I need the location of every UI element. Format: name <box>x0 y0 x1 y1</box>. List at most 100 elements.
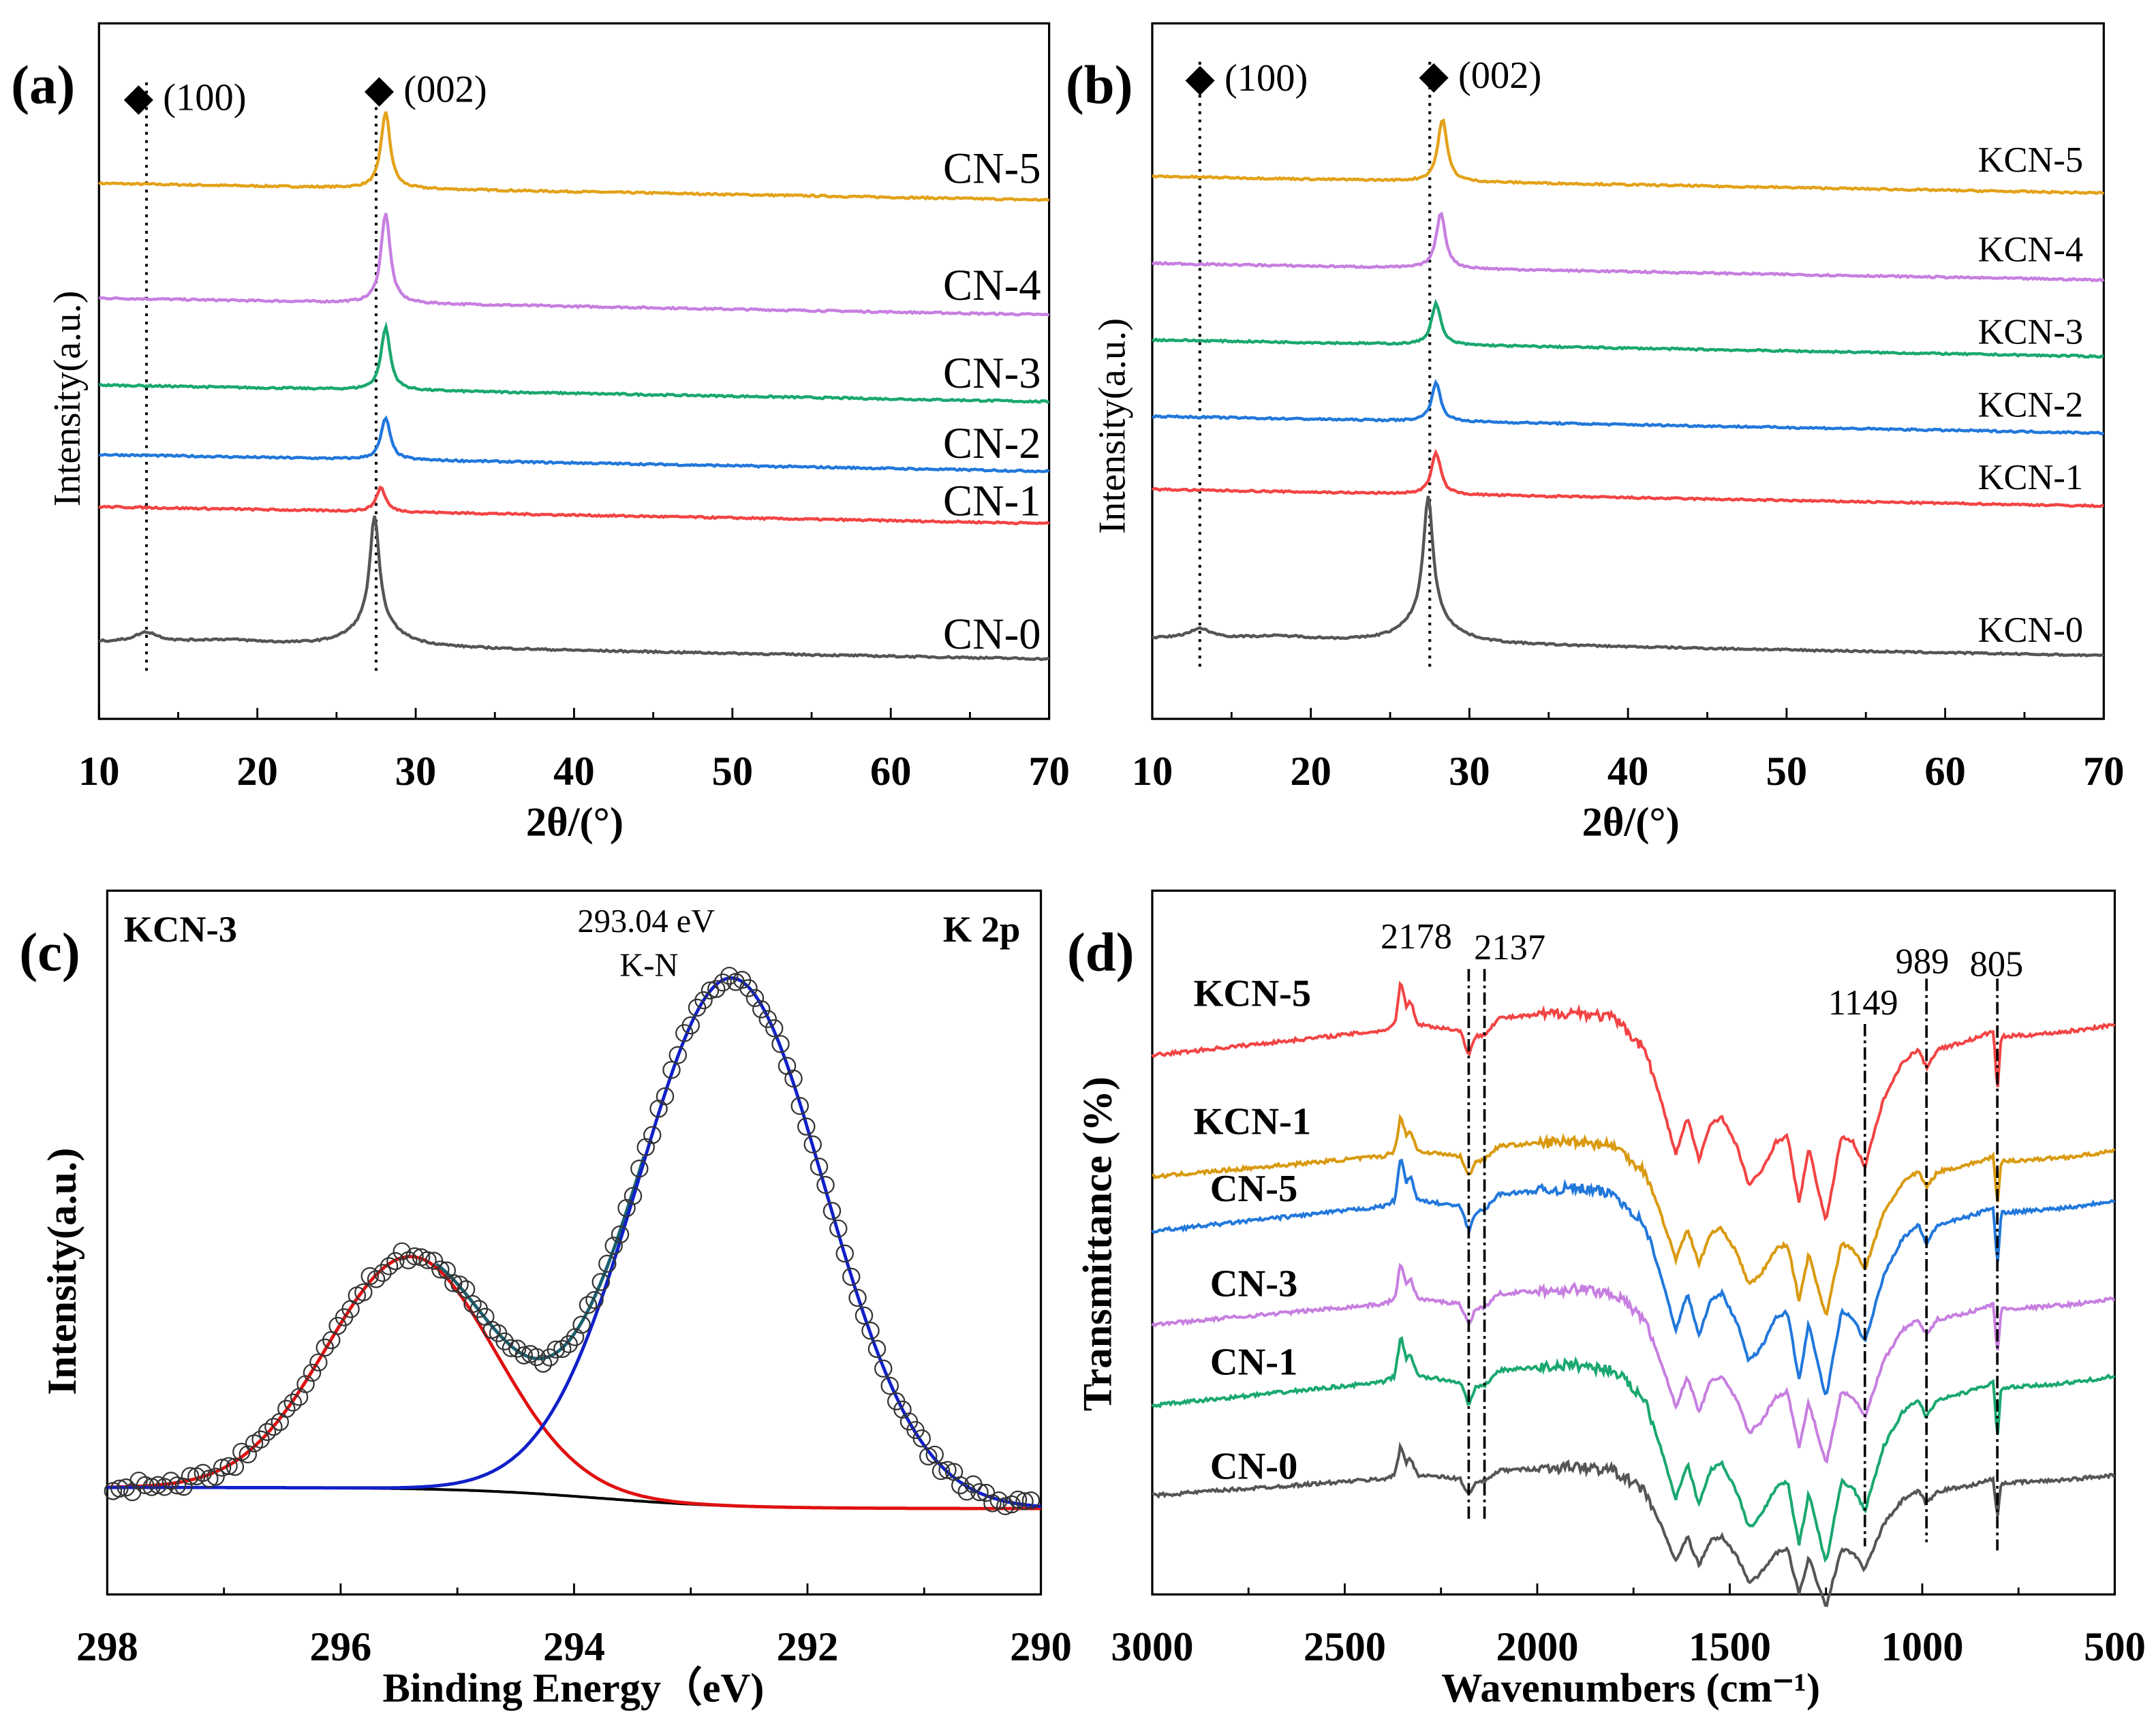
data-point <box>309 1353 328 1371</box>
panel-a-xrd: (a) ◆ (100) ◆ (002) 2θ/(°) Intensity(a.u… <box>11 22 1070 846</box>
background-line <box>107 1486 1041 1510</box>
y-axis-label-c: Intensity(a.u.) <box>40 1148 85 1395</box>
series-label: KCN-0 <box>1978 610 2083 650</box>
data-point <box>226 1457 245 1476</box>
x-tick-label: 20 <box>1290 749 1331 794</box>
data-point <box>380 1257 399 1275</box>
x-tick-label: 50 <box>1766 749 1808 794</box>
data-point <box>829 1219 848 1238</box>
x-axis-label-b: 2θ/(°) <box>1582 800 1680 846</box>
xrd-trace-kcn-4 <box>1151 211 2105 283</box>
panel-label-a: (a) <box>11 55 75 115</box>
ftir-trace-cn-0 <box>1152 1441 2116 1607</box>
data-point <box>508 1339 527 1358</box>
ftir-trace-cn-5 <box>1151 1158 2115 1396</box>
data-point <box>572 1316 591 1334</box>
data-point <box>258 1423 277 1441</box>
y-axis-label-a: Intensity(a.u.) <box>46 291 89 507</box>
data-point <box>765 1019 784 1038</box>
data-point <box>418 1251 437 1269</box>
x-tick-label: 60 <box>870 749 912 794</box>
data-point <box>694 991 713 1010</box>
data-point <box>559 1335 579 1354</box>
series-label: KCN-5 <box>1194 973 1312 1015</box>
data-point <box>1002 1495 1021 1514</box>
series-label: CN-1 <box>1210 1341 1298 1383</box>
data-point <box>450 1275 469 1294</box>
band-label: 1149 <box>1828 983 1898 1023</box>
series-label: CN-0 <box>1210 1446 1298 1488</box>
data-point <box>168 1476 187 1495</box>
data-point <box>861 1321 880 1340</box>
peak-value-annotation: 293.04 eV <box>578 903 715 940</box>
data-point <box>604 1237 623 1255</box>
data-point <box>643 1126 662 1145</box>
series-label: CN-3 <box>1210 1262 1298 1305</box>
data-point <box>283 1393 303 1412</box>
xrd-trace-cn-4 <box>99 213 1050 317</box>
data-point <box>463 1295 482 1314</box>
data-point <box>155 1478 174 1496</box>
data-point <box>989 1491 1008 1510</box>
x-tick-label: 298 <box>76 1624 138 1670</box>
data-point <box>213 1458 232 1477</box>
ftir-trace-cn-3 <box>1151 1262 2115 1464</box>
x-tick-label: 500 <box>2084 1624 2146 1670</box>
data-point <box>810 1158 829 1176</box>
data-point <box>668 1046 688 1064</box>
data-point <box>405 1247 424 1266</box>
data-point <box>296 1375 315 1393</box>
series-label: CN-4 <box>943 260 1041 309</box>
plot-frame-b <box>1151 22 2105 720</box>
fit-peak-1 <box>107 1254 1041 1510</box>
data-point <box>912 1429 931 1448</box>
x-tick-label: 70 <box>1028 749 1070 794</box>
data-point <box>662 1061 681 1079</box>
xrd-trace-kcn-0 <box>1152 495 2104 657</box>
data-point <box>854 1306 874 1325</box>
data-point <box>938 1461 957 1479</box>
plot-frame-a <box>97 22 1051 720</box>
x-tick-label: 50 <box>712 749 754 794</box>
data-point <box>392 1242 412 1260</box>
data-point <box>880 1376 899 1395</box>
data-point <box>656 1087 675 1106</box>
data-point <box>803 1135 822 1153</box>
series-label: KCN-5 <box>1978 140 2083 180</box>
x-tick-label: 2500 <box>1304 1624 1386 1670</box>
data-point <box>822 1202 842 1220</box>
x-tick-label: 290 <box>1010 1624 1072 1670</box>
xrd-trace-cn-1 <box>98 485 1050 525</box>
x-tick-label: 3000 <box>1111 1624 1193 1670</box>
data-point <box>707 980 726 998</box>
x-tick-label: 1500 <box>1689 1624 1771 1670</box>
data-point <box>842 1267 861 1286</box>
data-point <box>598 1254 617 1273</box>
data-point <box>758 1010 777 1028</box>
data-point <box>277 1399 296 1419</box>
data-point <box>752 1000 771 1019</box>
data-point <box>925 1445 944 1464</box>
data-point <box>700 981 720 999</box>
xrd-trace-cn-2 <box>98 415 1050 474</box>
x-tick-label: 70 <box>2083 749 2125 794</box>
band-label: 989 <box>1896 942 1950 981</box>
data-point <box>206 1468 225 1486</box>
data-point <box>797 1117 816 1136</box>
xrd-trace-kcn-1 <box>1151 448 2104 509</box>
y-axis-label-d: Transmittance (%) <box>1075 1076 1120 1411</box>
x-tick-label: 30 <box>395 749 437 794</box>
data-point <box>771 1035 790 1053</box>
data-point <box>1008 1490 1028 1509</box>
series-label: KCN-4 <box>1978 230 2083 269</box>
data-point <box>136 1476 155 1495</box>
data-point <box>874 1359 893 1378</box>
x-tick-label: 10 <box>78 749 120 794</box>
x-tick-label: 40 <box>1607 749 1649 794</box>
data-point <box>354 1283 373 1301</box>
peak-bond-annotation: K-N <box>619 947 678 983</box>
data-point <box>579 1296 598 1314</box>
series-label: CN-2 <box>943 418 1041 467</box>
data-point <box>623 1187 643 1205</box>
